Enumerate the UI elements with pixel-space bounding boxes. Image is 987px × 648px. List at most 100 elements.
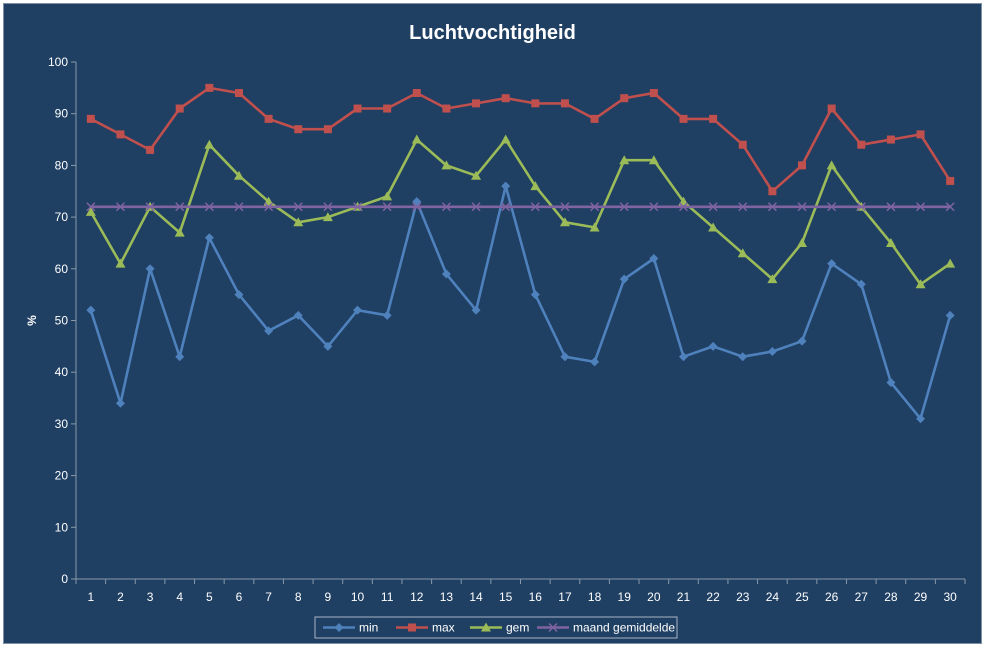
x-tick-label: 24 — [766, 590, 780, 604]
x-marker-stroke — [886, 202, 896, 212]
x-marker-stroke — [649, 202, 659, 212]
point-min — [234, 290, 244, 300]
point-maand-gemiddelde — [501, 202, 511, 212]
point-max — [649, 89, 658, 98]
point-min — [767, 347, 777, 357]
point-maand-gemiddelde — [145, 202, 155, 212]
point-max — [175, 104, 184, 113]
point-min — [827, 259, 837, 269]
point-gem — [233, 170, 244, 180]
y-tick-label: 10 — [55, 520, 69, 534]
point-min — [412, 197, 422, 207]
point-maand-gemiddelde — [560, 202, 570, 212]
point-maand-gemiddelde — [827, 202, 837, 212]
point-max — [560, 99, 569, 108]
x-tick-label: 21 — [677, 590, 691, 604]
y-tick-label: 80 — [55, 158, 69, 172]
point-max — [442, 104, 451, 113]
y-tick-label: 90 — [55, 107, 69, 121]
x-tick-label: 30 — [944, 590, 958, 604]
point-gem — [826, 160, 837, 170]
point-maand-gemiddelde — [649, 202, 659, 212]
point-min — [86, 305, 96, 315]
y-tick-label: 0 — [61, 572, 68, 586]
point-max — [857, 140, 866, 149]
legend-swatch-marker — [481, 622, 491, 632]
x-marker-stroke — [856, 202, 866, 212]
point-max — [234, 89, 243, 98]
point-gem — [915, 279, 926, 289]
point-min — [619, 274, 629, 284]
x-marker-stroke — [471, 202, 481, 212]
point-gem — [204, 139, 215, 149]
legend-item-gem: gem — [470, 621, 529, 635]
point-min — [471, 305, 481, 315]
y-tick-label: 70 — [55, 210, 69, 224]
point-maand-gemiddelde — [441, 202, 451, 212]
x-tick-label: 27 — [855, 590, 869, 604]
point-maand-gemiddelde — [115, 202, 125, 212]
x-tick-label: 14 — [469, 590, 483, 604]
x-tick-label: 20 — [647, 590, 661, 604]
legend-label: max — [432, 621, 455, 635]
point-gem — [589, 222, 600, 232]
point-max — [294, 125, 303, 134]
point-maand-gemiddelde — [530, 202, 540, 212]
x-tick-label: 19 — [618, 590, 632, 604]
point-maand-gemiddelde — [916, 202, 926, 212]
point-gem — [648, 155, 659, 165]
point-min — [293, 310, 303, 320]
legend-item-min: min — [323, 621, 378, 635]
point-max — [916, 130, 925, 139]
point-min — [678, 352, 688, 362]
x-tick-label: 25 — [795, 590, 809, 604]
point-max — [116, 130, 125, 139]
x-tick-label: 3 — [147, 590, 154, 604]
point-min — [738, 352, 748, 362]
legend: min max gem maand gemiddelde — [314, 616, 678, 639]
legend-swatch-marker — [548, 622, 558, 633]
x-tick-label: 4 — [176, 590, 183, 604]
point-max — [86, 114, 95, 123]
y-tick-label: 30 — [55, 417, 69, 431]
x-marker-stroke — [916, 202, 926, 212]
legend-label: min — [359, 621, 378, 635]
point-min — [797, 336, 807, 346]
legend-item-maand-gemiddelde: maand gemiddelde — [537, 621, 675, 635]
x-marker-stroke — [175, 202, 185, 212]
x-marker-stroke — [501, 202, 511, 212]
legend-label: maand gemiddelde — [573, 621, 675, 635]
point-max — [768, 187, 777, 196]
point-gem — [382, 191, 393, 201]
point-gem — [559, 217, 570, 227]
x-tick-label: 10 — [351, 590, 365, 604]
point-max — [383, 104, 392, 113]
point-max — [472, 99, 481, 108]
point-max — [679, 114, 688, 123]
point-gem — [293, 217, 304, 227]
point-min — [353, 305, 363, 315]
point-min — [708, 341, 718, 351]
point-max — [501, 94, 510, 103]
series-gem — [85, 134, 956, 289]
x-tick-label: 28 — [884, 590, 898, 604]
point-max — [946, 176, 955, 185]
series-min — [86, 181, 955, 424]
point-min — [175, 352, 185, 362]
point-max — [264, 114, 273, 123]
point-min — [441, 269, 451, 279]
series-max — [86, 83, 955, 196]
point-max — [353, 104, 362, 113]
x-tick-label: 29 — [914, 590, 928, 604]
point-max — [709, 114, 718, 123]
point-maand-gemiddelde — [738, 202, 748, 212]
point-maand-gemiddelde — [945, 202, 955, 212]
point-min — [264, 326, 274, 336]
x-marker-stroke — [412, 202, 422, 212]
x-tick-label: 23 — [736, 590, 750, 604]
point-maand-gemiddelde — [708, 202, 718, 212]
point-min — [501, 181, 511, 191]
legend-swatch-marker — [408, 623, 416, 632]
chart-title: Luchtvochtigheid — [409, 22, 576, 44]
